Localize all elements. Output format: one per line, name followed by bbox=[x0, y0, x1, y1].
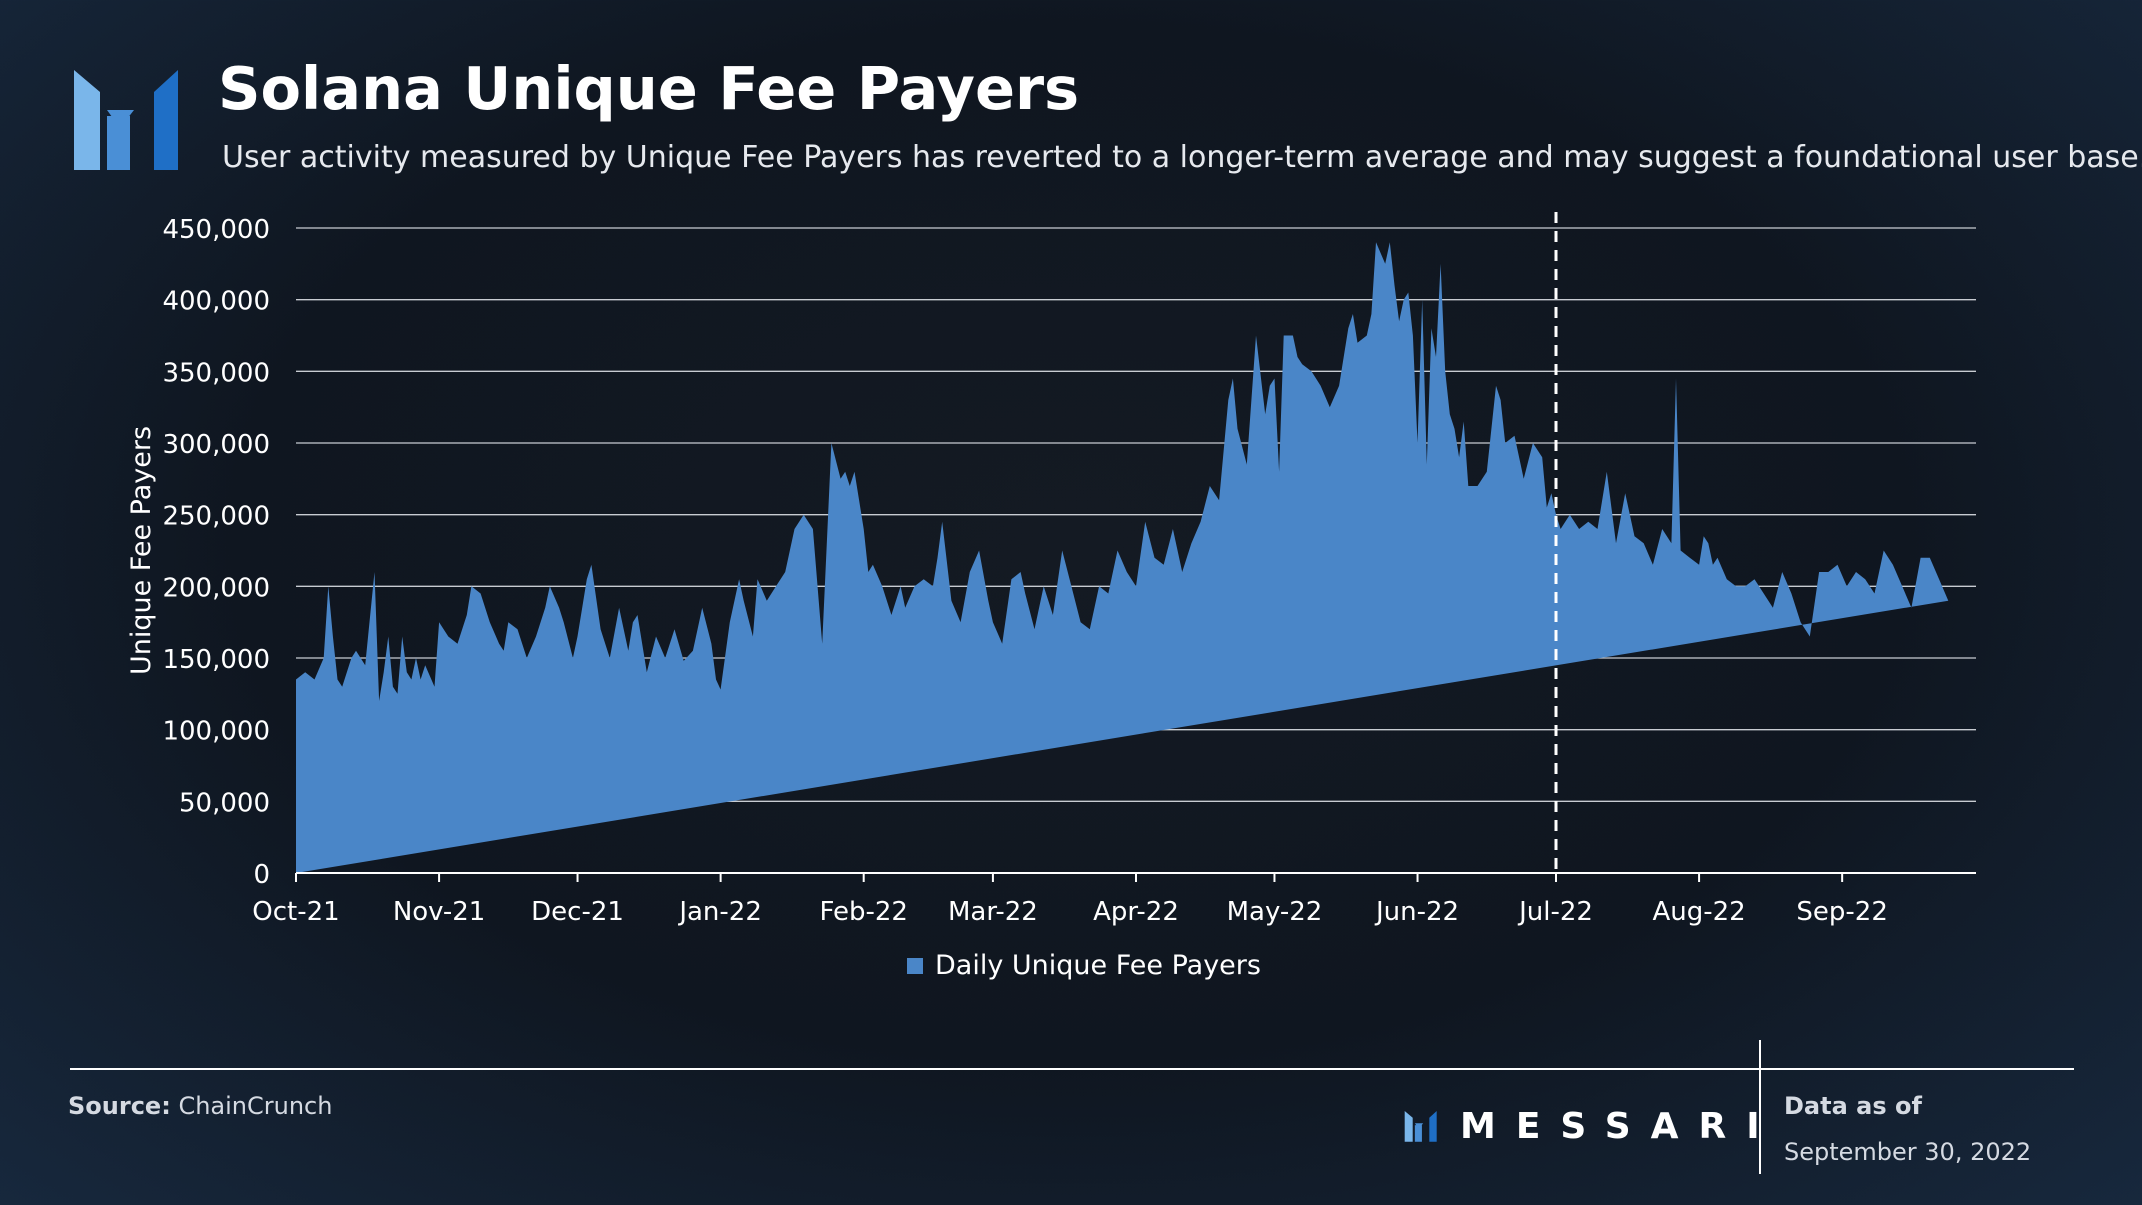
y-tick-label: 450,000 bbox=[162, 215, 270, 245]
legend-swatch bbox=[907, 957, 923, 974]
y-tick-label: 100,000 bbox=[162, 717, 270, 747]
chart-title: Solana Unique Fee Payers bbox=[218, 54, 1080, 123]
x-tick-label: Oct-21 bbox=[252, 897, 339, 927]
y-tick-label: 400,000 bbox=[162, 287, 270, 317]
y-tick-label: 50,000 bbox=[179, 788, 270, 818]
data-as-of-date: September 30, 2022 bbox=[1784, 1138, 2032, 1166]
x-axis-ticks: Oct-21 Nov-21 Dec-21 Jan-22 Feb-22 Mar-22 Apr-… bbox=[252, 873, 1888, 927]
source-note: Source: ChainCrunch bbox=[68, 1092, 332, 1120]
messari-wordmark: MESSARI bbox=[1460, 1106, 1780, 1147]
x-tick-label: Aug-22 bbox=[1652, 897, 1745, 927]
y-axis-label: Unique Fee Payers bbox=[126, 426, 157, 675]
source-value: ChainCrunch bbox=[178, 1092, 333, 1120]
x-tick-label: Nov-21 bbox=[393, 897, 486, 927]
y-tick-label: 150,000 bbox=[162, 645, 270, 675]
x-tick-label: Jan-22 bbox=[677, 897, 762, 927]
messari-brand: MESSARI bbox=[1402, 1106, 1780, 1147]
x-tick-label: Apr-22 bbox=[1093, 897, 1179, 927]
y-tick-label: 250,000 bbox=[162, 502, 270, 532]
x-tick-label: Mar-22 bbox=[948, 897, 1038, 927]
x-tick-label: May-22 bbox=[1227, 897, 1323, 927]
messari-logo-icon bbox=[74, 70, 178, 170]
data-as-of-label: Data as of bbox=[1784, 1092, 1922, 1120]
chart-subtitle: User activity measured by Unique Fee Pay… bbox=[222, 140, 2142, 175]
x-tick-label: Feb-22 bbox=[819, 897, 908, 927]
x-tick-label: Dec-21 bbox=[531, 897, 624, 927]
daily-unique-fee-payers-area bbox=[296, 242, 1949, 874]
area-chart: 0 50,000 100,000 150,000 200,000 250,000 300,0… bbox=[126, 215, 1976, 927]
x-tick-label: Jun-22 bbox=[1374, 897, 1459, 927]
x-tick-label: Jul-22 bbox=[1517, 897, 1593, 927]
legend-label: Daily Unique Fee Payers bbox=[935, 950, 1261, 981]
source-label: Source: bbox=[68, 1092, 171, 1120]
footer-divider-line bbox=[70, 1068, 2074, 1070]
x-tick-label: Sep-22 bbox=[1796, 897, 1887, 927]
y-tick-label: 0 bbox=[253, 860, 270, 890]
y-tick-label: 200,000 bbox=[162, 573, 270, 603]
y-tick-label: 300,000 bbox=[162, 430, 270, 460]
footer-vertical-divider bbox=[1759, 1040, 1761, 1174]
messari-small-logo-icon bbox=[1404, 1110, 1437, 1142]
y-axis-ticks: 0 50,000 100,000 150,000 200,000 250,000 300,0… bbox=[162, 215, 270, 890]
chart-legend: Daily Unique Fee Payers bbox=[907, 950, 1261, 981]
y-tick-label: 350,000 bbox=[162, 358, 270, 388]
